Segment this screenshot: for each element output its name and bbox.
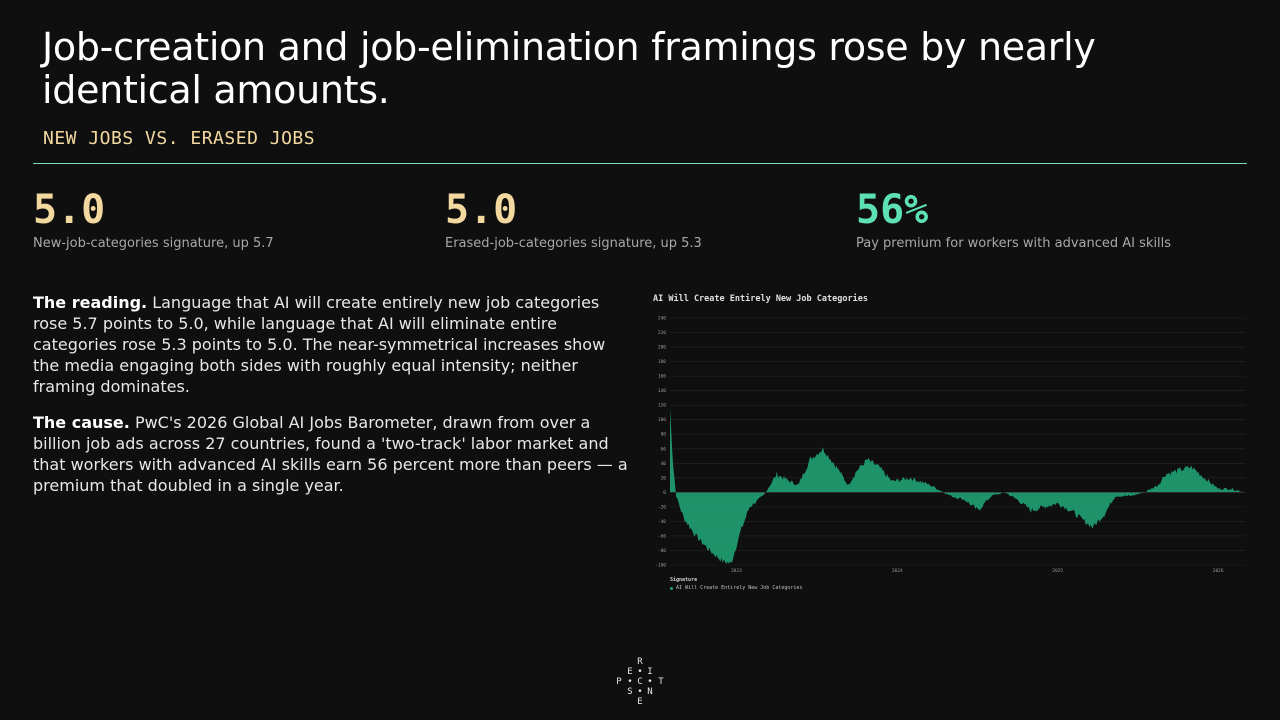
y-tick-label: 40 <box>661 461 667 467</box>
y-tick-label: 240 <box>658 316 666 322</box>
slide-title: Job-creation and job-elimination framing… <box>42 25 1096 112</box>
logo-letter: R <box>637 657 643 667</box>
slide-subtitle: NEW JOBS VS. ERASED JOBS <box>43 128 316 149</box>
y-tick-label: -40 <box>658 519 666 525</box>
stat-value: 5.0 <box>33 187 106 233</box>
x-tick-label: 2026 <box>1213 568 1224 574</box>
stat-pay-premium: 56% Pay premium for workers with advance… <box>856 186 1171 251</box>
stat-new-jobs: 5.0 New-job-categories signature, up 5.7 <box>33 186 274 251</box>
stat-value: 5.0 <box>445 187 518 233</box>
stat-value: 56% <box>856 187 929 233</box>
stat-erased-jobs: 5.0 Erased-job-categories signature, up … <box>445 186 702 251</box>
logo-dot: • <box>637 667 643 677</box>
logo-letter: N <box>647 687 653 697</box>
y-tick-label: 60 <box>661 446 667 452</box>
y-tick-label: 160 <box>658 374 666 380</box>
y-tick-label: 80 <box>661 432 667 438</box>
stat-label: Erased-job-categories signature, up 5.3 <box>445 236 702 251</box>
y-tick-label: -60 <box>658 533 666 539</box>
body-text: The reading. Language that AI will creat… <box>33 292 633 511</box>
y-tick-label: 220 <box>658 330 666 336</box>
y-tick-label: 140 <box>658 388 666 394</box>
paragraph-lead: The reading. <box>33 293 148 312</box>
legend-swatch <box>670 586 673 590</box>
y-tick-label: -80 <box>658 548 666 554</box>
x-tick-label: 2025 <box>1052 568 1063 574</box>
stat-label: New-job-categories signature, up 5.7 <box>33 236 274 251</box>
logo-letter: I <box>647 667 653 677</box>
y-tick-label: 20 <box>661 475 667 481</box>
paragraph-body: PwC's 2026 Global AI Jobs Barometer, dra… <box>33 413 628 495</box>
x-tick-label: 2023 <box>731 568 742 574</box>
logo-letter: E <box>627 667 633 677</box>
logo-letter: S <box>627 687 633 697</box>
logo-dot: • <box>647 677 653 687</box>
logo-dot: • <box>637 687 643 697</box>
paragraph-reading: The reading. Language that AI will creat… <box>33 292 633 397</box>
paragraph-lead: The cause. <box>33 413 130 432</box>
series-area <box>670 408 1245 564</box>
y-tick-label: -20 <box>658 504 666 510</box>
stat-label: Pay premium for workers with advanced AI… <box>856 236 1172 251</box>
brand-logo: R E • I P • C • T S • N E <box>614 657 666 707</box>
y-tick-label: -100 <box>655 563 666 569</box>
logo-letter: C <box>637 677 643 687</box>
chart-title: AI Will Create Entirely New Job Categori… <box>653 294 868 304</box>
y-tick-label: 120 <box>658 403 666 409</box>
signature-chart: AI Will Create Entirely New Job Categori… <box>648 290 1248 591</box>
paragraph-cause: The cause. PwC's 2026 Global AI Jobs Bar… <box>33 412 633 496</box>
logo-letter: E <box>637 697 643 707</box>
logo-letter: T <box>658 677 664 687</box>
legend-item: AI Will Create Entirely New Job Categori… <box>670 585 802 591</box>
x-tick-label: 2024 <box>892 568 903 574</box>
logo-dot: • <box>627 677 633 687</box>
paragraph-body: Language that AI will create entirely ne… <box>33 293 606 396</box>
header-divider <box>33 163 1247 164</box>
y-tick-label: 0 <box>663 490 666 496</box>
logo-letter: P <box>616 677 622 687</box>
legend-label: AI Will Create Entirely New Job Categori… <box>676 585 803 591</box>
chart-plot: -100 -80 -60 -40 -20 0 20 40 60 80 100 120 140 160 180… <box>655 316 1245 574</box>
y-tick-label: 200 <box>658 345 666 351</box>
y-tick-label: 100 <box>658 417 666 423</box>
y-tick-label: 180 <box>658 359 666 365</box>
legend-title: Signature <box>670 577 698 583</box>
